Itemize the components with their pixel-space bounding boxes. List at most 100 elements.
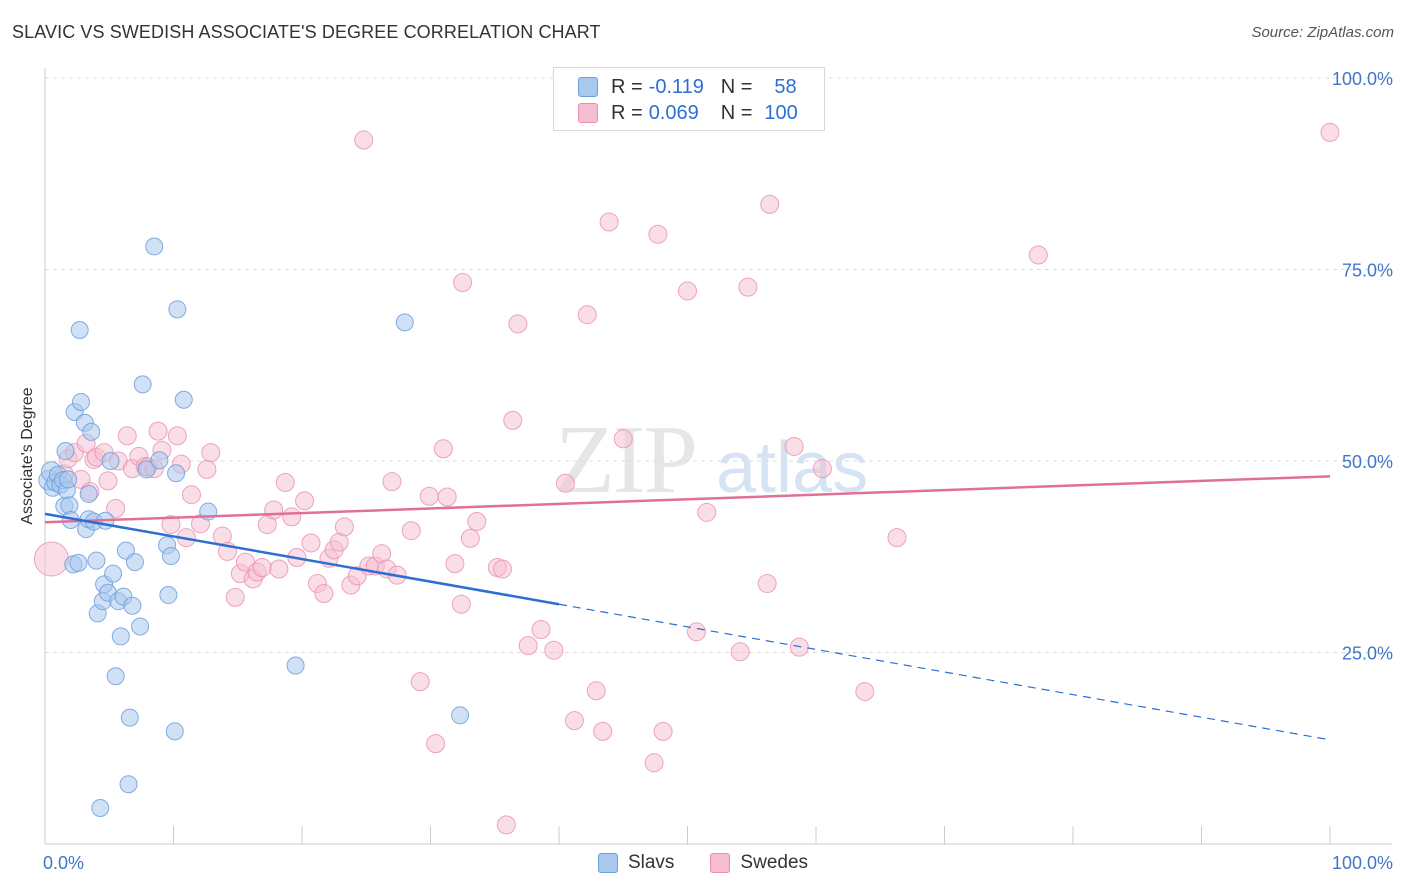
swedes-point [1028,245,1048,265]
slavs-point [167,464,186,483]
swedes-point [730,642,750,662]
y-tick-label: 50.0% [1342,452,1393,472]
slavs-swatch [578,77,598,97]
swedes-point [275,472,295,492]
n-label: N = [720,75,753,98]
swedes-point [644,753,664,773]
swedes-point [453,273,473,293]
slavs-point [59,470,78,489]
swedes-point [503,410,523,430]
swedes-point [401,521,421,541]
swedes-point [382,472,402,492]
y-tick-label: 25.0% [1342,644,1393,664]
swedes-point [282,507,302,527]
swedes-point [613,429,633,449]
swedes-point [678,281,697,301]
swedes-point [197,459,217,479]
swedes-point [555,473,575,493]
swedes-point [426,734,446,754]
slavs-point [70,321,89,340]
slavs-point [120,708,139,727]
legend-item-swedes[interactable]: Swedes [710,852,808,874]
swedes-legend-label: Swedes [740,852,809,873]
slavs-point [101,452,120,470]
swedes-point [295,491,315,511]
slavs-points [38,237,470,817]
stats-legend: R = -0.119 N = 58 R = 0.069 N = 100 [553,67,825,131]
slavs-point [104,564,123,583]
swedes-point [467,512,487,532]
swedes-point [419,486,439,506]
r-value: -0.119 [648,75,704,98]
swedes-point [334,517,354,537]
n-value: 58 [774,75,797,98]
swedes-legend-swatch [710,853,731,873]
swedes-point [593,721,613,741]
swedes-point [789,637,809,657]
swedes-point [760,194,780,214]
swedes-point [531,620,551,640]
stats-row-slavs: R = -0.119 N = 58 [578,75,797,99]
slavs-point [79,484,98,503]
r-value: 0.069 [648,101,699,124]
slavs-point [71,393,90,412]
swedes-point [437,487,457,507]
slavs-point [82,422,101,441]
swedes-point [784,436,804,456]
slavs-trend-line [44,512,560,606]
slavs-point [123,596,142,615]
swedes-point [117,426,137,446]
swedes-point [496,815,516,835]
slavs-point [125,553,144,572]
tick-labels: 25.0% 50.0% 75.0% 100.0% 0.0% 100.0% [43,69,1393,873]
swedes-point [1320,122,1340,142]
trend-lines [44,475,1331,741]
slavs-point [106,667,125,686]
slavs-point [159,586,178,605]
slavs-point [56,442,75,461]
slavs-point [174,390,193,409]
y-tick-label: 100.0% [1332,69,1393,89]
slavs-point [395,313,414,332]
slavs-point [286,656,305,675]
swedes-point [201,443,221,463]
swedes-point [161,515,181,535]
swedes-point [887,528,907,548]
swedes-point [252,557,272,577]
watermark-zip: ZIP [555,406,696,514]
swedes-point [738,277,758,297]
legend-item-slavs[interactable]: Slavs [597,852,674,874]
slavs-point [87,551,106,570]
slavs-point [91,798,110,817]
swedes-point [301,533,321,553]
swedes-point [564,711,584,731]
slavs-point [119,775,138,794]
swedes-point [508,314,528,334]
slavs-point [451,706,470,725]
swedes-point [544,640,564,660]
swedes-point [653,721,673,741]
swedes-point [648,224,668,244]
swedes-point [354,130,374,150]
swedes-trend-line [44,475,1331,524]
swedes-point [445,554,465,574]
swedes-point [181,485,201,505]
swedes-point [148,421,168,441]
slavs-point [111,627,130,646]
swedes-point [577,305,597,325]
swedes-point [98,471,118,491]
x-tick-label: 0.0% [43,853,84,873]
swedes-point [812,459,832,479]
swedes-point [264,500,284,520]
swedes-point [433,439,453,459]
r-label: R = [611,75,643,98]
x-tick-label: 100.0% [1332,853,1393,873]
swedes-point [686,622,706,642]
slavs-point [145,237,164,256]
swedes-point [106,498,126,518]
slavs-point [150,451,169,470]
axes [44,68,1392,845]
swedes-point [757,574,777,594]
y-tick-label: 75.0% [1342,261,1393,281]
